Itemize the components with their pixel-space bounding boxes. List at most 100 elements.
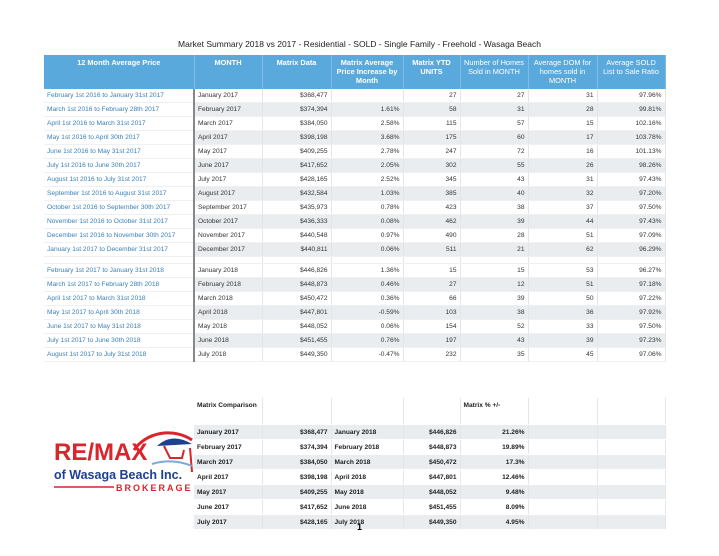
dom-cell: 37 bbox=[528, 200, 598, 215]
ratio-cell: 97.22% bbox=[597, 291, 666, 306]
remax-logo: RE/MAX of Wasaga Beach Inc. BROKERAGE bbox=[52, 410, 202, 500]
column-header: Number of Homes Sold in MONTH bbox=[460, 55, 529, 89]
increase-cell: 2.52% bbox=[331, 172, 404, 187]
comparison-header-row: Matrix Comparison Matrix % +/- bbox=[194, 398, 666, 425]
month-cell: May 2018 bbox=[194, 319, 263, 334]
ratio-cell: 96.27% bbox=[597, 263, 666, 278]
dom-cell: 17 bbox=[528, 130, 598, 145]
period-cell: August 1st 2016 to July 31st 2017 bbox=[44, 172, 195, 187]
homes-sold-cell: 27 bbox=[460, 89, 529, 103]
column-header: Matrix Average Price Increase by Month bbox=[331, 55, 404, 89]
column-header: Matrix Data bbox=[262, 55, 332, 89]
matrix-data-cell: $428,165 bbox=[262, 172, 332, 187]
matrix-data-cell: $449,350 bbox=[262, 347, 332, 362]
matrix-data-cell: $398,198 bbox=[262, 130, 332, 145]
increase-cell: 0.76% bbox=[331, 333, 404, 348]
ytd-units-cell: 490 bbox=[403, 228, 461, 243]
homes-sold-cell: 52 bbox=[460, 319, 529, 334]
pct-change: 12.46% bbox=[460, 469, 529, 485]
matrix-data-cell: $446,826 bbox=[262, 263, 332, 278]
homes-sold-cell: 72 bbox=[460, 144, 529, 159]
ratio-cell: 101.13% bbox=[597, 144, 666, 159]
period-cell: September 1st 2016 to August 31st 2017 bbox=[44, 186, 195, 201]
table-row: June 1st 2017 to May 31st 2018 May 2018 $4… bbox=[44, 319, 666, 334]
ratio-cell: 103.78% bbox=[597, 130, 666, 145]
increase-cell: 0.08% bbox=[331, 214, 404, 229]
increase-cell: 0.97% bbox=[331, 228, 404, 243]
price-2018: $450,472 bbox=[403, 454, 461, 470]
month-cell: September 2017 bbox=[194, 200, 263, 215]
increase-cell: 1.36% bbox=[331, 263, 404, 278]
comparison-row: February 2017 $374,394 February 2018 $448,8… bbox=[194, 439, 666, 455]
month-cell: June 2017 bbox=[194, 158, 263, 173]
price-2018: $448,052 bbox=[403, 484, 461, 500]
matrix-data-cell: $409,255 bbox=[262, 144, 332, 159]
dom-cell: 31 bbox=[528, 172, 598, 187]
increase-cell: -0.47% bbox=[331, 347, 404, 362]
ratio-cell: 99.81% bbox=[597, 102, 666, 117]
period-cell: May 1st 2016 to April 30th 2017 bbox=[44, 130, 195, 145]
period-cell: February 1st 2016 to January 31st 2017 bbox=[44, 89, 195, 103]
period-cell: April 1st 2016 to March 31st 2017 bbox=[44, 116, 195, 131]
month-cell: July 2018 bbox=[194, 347, 263, 362]
table-row: June 1st 2016 to May 31st 2017 May 2017 $4… bbox=[44, 144, 666, 159]
matrix-data-cell: $374,394 bbox=[262, 102, 332, 117]
ytd-units-cell: 462 bbox=[403, 214, 461, 229]
homes-sold-cell: 57 bbox=[460, 116, 529, 131]
table-row: April 1st 2017 to March 31st 2018 March 2… bbox=[44, 291, 666, 306]
dom-cell: 39 bbox=[528, 333, 598, 348]
dom-cell: 45 bbox=[528, 347, 598, 362]
comparison-row: April 2017 $398,198 April 2018 $447,801 12.4… bbox=[194, 469, 666, 485]
ytd-units-cell: 66 bbox=[403, 291, 461, 306]
homes-sold-cell: 12 bbox=[460, 277, 529, 292]
table-row: March 1st 2016 to February 28th 2017 Febr… bbox=[44, 102, 666, 117]
ytd-units-cell: 247 bbox=[403, 144, 461, 159]
period-cell: November 1st 2016 to October 31st 2017 bbox=[44, 214, 195, 229]
ytd-units-cell: 345 bbox=[403, 172, 461, 187]
period-cell: January 1st 2017 to December 31st 2017 bbox=[44, 242, 195, 257]
increase-cell: 2.78% bbox=[331, 144, 404, 159]
dom-cell: 36 bbox=[528, 305, 598, 320]
month-2017: May 2017 bbox=[194, 484, 263, 500]
ratio-cell: 96.29% bbox=[597, 242, 666, 257]
pct-change: 8.09% bbox=[460, 499, 529, 515]
column-header: MONTH bbox=[194, 55, 263, 89]
pct-change: 21.26% bbox=[460, 424, 529, 440]
price-2017: $417,652 bbox=[262, 499, 332, 515]
month-cell: January 2018 bbox=[194, 263, 263, 278]
price-2017: $428,165 bbox=[262, 514, 332, 530]
month-cell: December 2017 bbox=[194, 242, 263, 257]
increase-cell: 0.06% bbox=[331, 319, 404, 334]
ytd-units-cell: 58 bbox=[403, 102, 461, 117]
dom-cell: 32 bbox=[528, 186, 598, 201]
pct-change: 4.95% bbox=[460, 514, 529, 530]
matrix-data-cell: $436,333 bbox=[262, 214, 332, 229]
homes-sold-cell: 39 bbox=[460, 291, 529, 306]
increase-cell: 1.03% bbox=[331, 186, 404, 201]
table-row: September 1st 2016 to August 31st 2017 Au… bbox=[44, 186, 666, 201]
period-cell: August 1st 2017 to July 31st 2018 bbox=[44, 347, 195, 362]
comparison-row: July 2017 $428,165 July 2018 $449,350 4.95% bbox=[194, 514, 666, 530]
increase-cell: 2.05% bbox=[331, 158, 404, 173]
period-cell: June 1st 2017 to May 31st 2018 bbox=[44, 319, 195, 334]
table-row: December 1st 2016 to November 30th 2017 N… bbox=[44, 228, 666, 243]
ratio-cell: 97.50% bbox=[597, 200, 666, 215]
matrix-data-cell: $435,973 bbox=[262, 200, 332, 215]
column-header: Average DOM for homes sold in MONTH bbox=[528, 55, 598, 89]
svg-text:RE/MAX: RE/MAX bbox=[54, 439, 147, 466]
ytd-units-cell: 115 bbox=[403, 116, 461, 131]
table-row: July 1st 2016 to June 30th 2017 June 2017… bbox=[44, 158, 666, 173]
pct-change: 9.48% bbox=[460, 484, 529, 500]
month-cell: August 2017 bbox=[194, 186, 263, 201]
ratio-cell: 102.16% bbox=[597, 116, 666, 131]
ratio-cell: 97.96% bbox=[597, 89, 666, 103]
homes-sold-cell: 43 bbox=[460, 172, 529, 187]
period-cell: December 1st 2016 to November 30th 2017 bbox=[44, 228, 195, 243]
spacer-row bbox=[44, 256, 666, 264]
increase-cell bbox=[331, 89, 404, 103]
homes-sold-cell: 35 bbox=[460, 347, 529, 362]
ytd-units-cell: 27 bbox=[403, 277, 461, 292]
period-cell: July 1st 2016 to June 30th 2017 bbox=[44, 158, 195, 173]
month-2018: July 2018 bbox=[331, 514, 404, 530]
